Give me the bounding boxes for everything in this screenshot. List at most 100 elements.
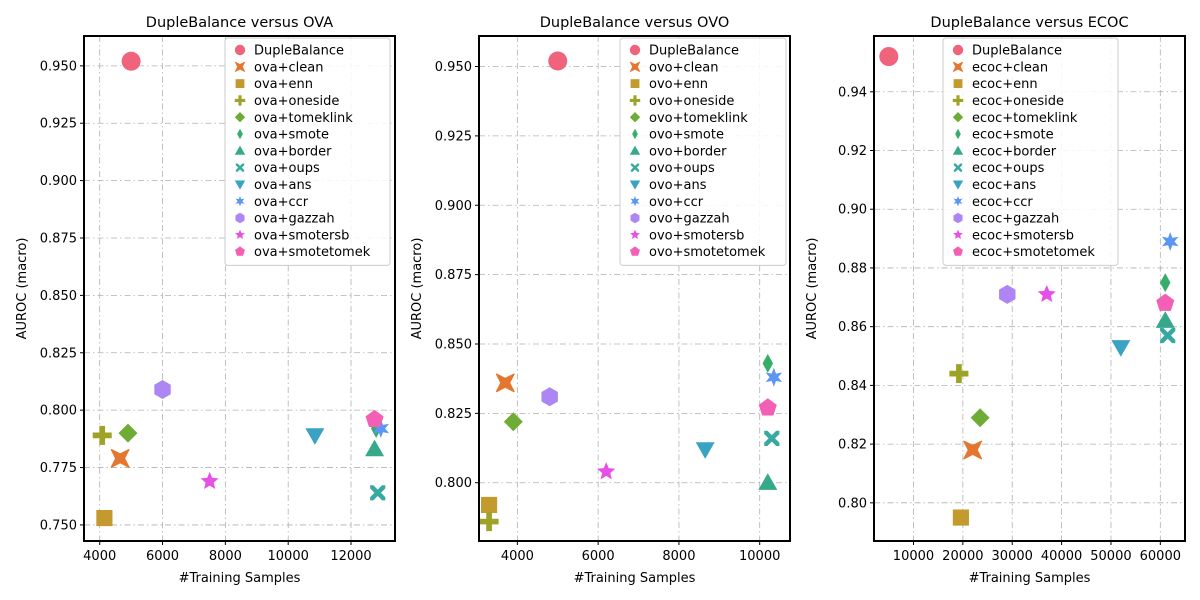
legend-marker bbox=[235, 79, 245, 89]
point-ecoc-smotersb bbox=[1037, 284, 1056, 303]
legend-marker bbox=[952, 44, 964, 56]
point-ecoc-oneside bbox=[949, 364, 969, 384]
y-axis-label: AUROC (macro) bbox=[805, 238, 820, 340]
legend-label: ecoc+ans bbox=[972, 178, 1036, 193]
point-ova-ccr bbox=[372, 419, 390, 439]
legend-marker bbox=[952, 145, 964, 155]
legend-marker bbox=[235, 246, 245, 256]
legend-label: ecoc+border bbox=[972, 144, 1057, 159]
y-tick-label: 0.925 bbox=[40, 117, 77, 132]
point-ecoc-clean bbox=[963, 440, 983, 460]
legend-marker bbox=[630, 212, 640, 224]
legend-marker bbox=[952, 112, 964, 123]
y-tick-label: 0.90 bbox=[838, 203, 867, 218]
legend-label: ecoc+ccr bbox=[972, 195, 1033, 210]
legend-label: ecoc+oups bbox=[972, 161, 1045, 176]
y-tick-label: 0.950 bbox=[435, 60, 472, 75]
x-tick-label: 30000 bbox=[992, 549, 1033, 564]
y-tick-label: 0.850 bbox=[435, 337, 472, 352]
legend-label: ova+tomeklink bbox=[254, 111, 353, 126]
chart-title: DupleBalance versus OVA bbox=[146, 15, 333, 31]
legend-marker bbox=[630, 79, 640, 89]
x-axis-label: #Training Samples bbox=[179, 571, 301, 586]
x-tick-label: 40000 bbox=[1041, 549, 1082, 564]
legend-label: ecoc+smotetomek bbox=[972, 245, 1095, 260]
legend-marker bbox=[630, 246, 640, 256]
y-tick-label: 0.825 bbox=[40, 346, 77, 361]
plot-frame bbox=[478, 35, 791, 542]
point-ovo-smotersb bbox=[597, 462, 616, 480]
x-tick-label: 6000 bbox=[146, 549, 179, 564]
y-tick-label: 0.850 bbox=[40, 289, 77, 304]
legend-marker bbox=[629, 44, 641, 56]
y-tick-label: 0.900 bbox=[435, 199, 472, 214]
chart-title: DupleBalance versus OVO bbox=[540, 15, 730, 31]
legend-marker bbox=[953, 196, 963, 207]
legend-label: ova+smote bbox=[254, 128, 329, 143]
legend-label: ovo+smotetomek bbox=[649, 245, 766, 260]
x-tick-label: 60000 bbox=[1140, 549, 1181, 564]
point-ovo-clean bbox=[495, 373, 515, 393]
legend-label: ova+gazzah bbox=[254, 212, 335, 227]
point-duplebalance bbox=[879, 47, 899, 67]
legend-label: DupleBalance bbox=[972, 44, 1062, 59]
data-points bbox=[479, 51, 783, 532]
x-axis-label: #Training Samples bbox=[574, 571, 696, 586]
y-tick-label: 0.94 bbox=[838, 85, 867, 100]
legend-label: ecoc+enn bbox=[972, 77, 1038, 92]
legend-marker bbox=[237, 128, 243, 140]
point-ecoc-smotetomek bbox=[1156, 293, 1175, 311]
legend-marker bbox=[234, 95, 246, 106]
x-axis-label: #Training Samples bbox=[969, 571, 1091, 586]
point-ovo-enn bbox=[481, 496, 498, 513]
point-ovo-border bbox=[758, 473, 778, 490]
point-ova-oups bbox=[370, 485, 386, 501]
legend-box bbox=[619, 37, 787, 266]
point-ecoc-oups bbox=[1160, 327, 1176, 344]
point-ova-gazzah bbox=[154, 380, 171, 399]
legend-label: ovo+tomeklink bbox=[649, 111, 748, 126]
legend-label: ovo+border bbox=[649, 144, 727, 159]
point-ova-border bbox=[365, 439, 385, 457]
y-tick-label: 0.750 bbox=[40, 518, 77, 533]
x-tick-label: 10000 bbox=[893, 549, 934, 564]
y-tick-label: 0.80 bbox=[838, 496, 867, 511]
y-tick-label: 0.875 bbox=[40, 232, 77, 247]
legend-marker bbox=[629, 180, 641, 190]
legend-marker bbox=[630, 229, 640, 240]
legend-marker bbox=[953, 246, 963, 256]
y-tick-label: 0.84 bbox=[838, 379, 867, 394]
point-ovo-ccr bbox=[765, 367, 783, 387]
legend-label: ova+enn bbox=[254, 77, 313, 92]
legend-marker bbox=[953, 229, 963, 240]
x-tick-label: 50000 bbox=[1090, 549, 1131, 564]
plot-frame bbox=[873, 35, 1186, 542]
point-ovo-oups bbox=[764, 430, 780, 446]
legend-label: ova+smotetomek bbox=[254, 245, 371, 260]
legend-label: ova+border bbox=[254, 144, 332, 159]
point-ovo-ans bbox=[695, 442, 715, 459]
x-tick-label: 10000 bbox=[268, 549, 309, 564]
data-points bbox=[879, 47, 1179, 526]
data-points bbox=[92, 51, 390, 527]
legend-marker bbox=[234, 112, 246, 123]
legend-label: ova+oneside bbox=[254, 94, 339, 109]
legend-label: ova+clean bbox=[254, 60, 323, 75]
legend-label: ecoc+smote bbox=[972, 128, 1054, 143]
legend-marker bbox=[234, 180, 246, 190]
point-ova-smotetomek bbox=[365, 409, 384, 428]
point-ovo-gazzah bbox=[541, 387, 558, 407]
legend-label: ovo+ans bbox=[649, 178, 707, 193]
legend-marker bbox=[630, 163, 640, 172]
legend-marker bbox=[235, 212, 245, 224]
legend-label: DupleBalance bbox=[649, 44, 739, 59]
chart-title: DupleBalance versus ECOC bbox=[930, 15, 1128, 31]
legend-marker bbox=[235, 229, 245, 240]
chart-panel-2: 4000 6000 8000 10000 0.800 0.825 0.850 0.875 0.9… bbox=[410, 15, 791, 586]
legend-label: ecoc+oneside bbox=[972, 94, 1064, 109]
y-tick-label: 0.86 bbox=[838, 320, 867, 335]
legend-label: ovo+smotersb bbox=[649, 228, 744, 243]
